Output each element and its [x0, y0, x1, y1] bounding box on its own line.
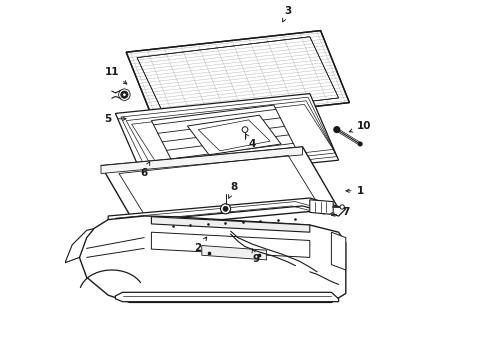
Circle shape — [122, 93, 126, 96]
Circle shape — [334, 127, 340, 132]
Polygon shape — [151, 217, 310, 232]
Circle shape — [358, 142, 362, 146]
Polygon shape — [151, 232, 310, 257]
Text: 11: 11 — [104, 67, 127, 84]
Text: 3: 3 — [283, 6, 292, 22]
Circle shape — [242, 127, 248, 132]
Text: 8: 8 — [229, 182, 238, 198]
Polygon shape — [116, 292, 339, 302]
Polygon shape — [126, 31, 349, 124]
Polygon shape — [65, 229, 94, 263]
Text: 10: 10 — [349, 121, 371, 132]
Polygon shape — [101, 147, 339, 228]
Circle shape — [121, 91, 128, 98]
Polygon shape — [187, 115, 281, 155]
Circle shape — [220, 204, 231, 214]
Text: 9: 9 — [252, 249, 259, 264]
Text: 2: 2 — [195, 237, 207, 253]
Text: 5: 5 — [104, 114, 126, 124]
Text: 4: 4 — [245, 134, 256, 149]
Polygon shape — [202, 246, 267, 260]
Polygon shape — [79, 216, 346, 302]
Polygon shape — [331, 232, 346, 270]
Circle shape — [340, 205, 344, 209]
Circle shape — [223, 206, 228, 211]
Circle shape — [119, 89, 130, 100]
Polygon shape — [310, 200, 333, 214]
Polygon shape — [151, 105, 295, 163]
Text: 1: 1 — [346, 186, 364, 196]
Text: 7: 7 — [332, 207, 349, 217]
Polygon shape — [101, 147, 303, 174]
Polygon shape — [132, 104, 333, 169]
Polygon shape — [108, 198, 346, 224]
Polygon shape — [116, 94, 339, 180]
Text: 6: 6 — [141, 162, 150, 178]
